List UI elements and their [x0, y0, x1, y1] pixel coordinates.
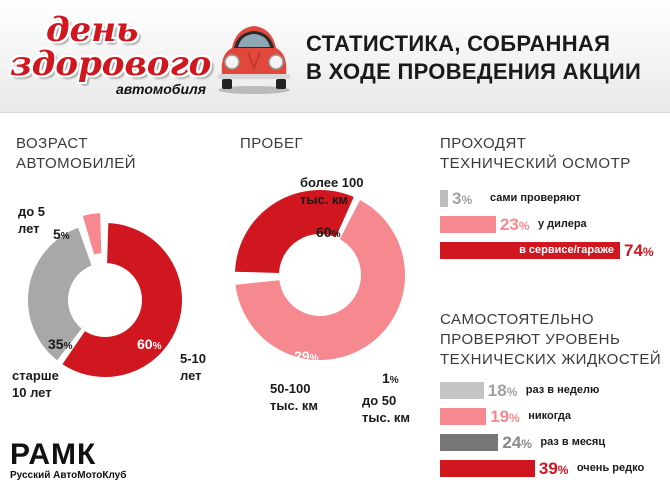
age-pct-5-10: 60% [137, 336, 162, 352]
inspection-bar-value-2: 74% [624, 241, 654, 260]
fluids-bar-label-3: очень редко [576, 462, 645, 474]
fluids-bar-0 [440, 382, 484, 399]
brand-subtitle: Русский АвтоМотоКлуб [10, 470, 127, 481]
age-label-5-10: 5-10 лет [180, 351, 207, 383]
age-title-line-2: АВТОМОБИЛЕЙ [16, 155, 137, 172]
inspection-bar-label-1: у дилера [537, 218, 587, 230]
mileage-pct-over-100: 60% [316, 224, 341, 240]
age-pct-under-5: 5% [53, 226, 70, 242]
inspection-bar-0 [440, 190, 448, 207]
header: день здорового автомобиля СТАТИСТИКА, СО… [0, 0, 670, 113]
fluids-bar-label-2: раз в месяц [540, 436, 606, 448]
mileage-label-over-100: более 100 тыс. км [300, 175, 364, 207]
brand-name: РАМК [10, 438, 97, 471]
fluids-bar-value-1: 19% [490, 407, 520, 426]
age-title-line-1: ВОЗРАСТ [16, 135, 88, 152]
mileage-slice-0 [233, 197, 407, 362]
inspection-bar-label-2: в сервисе/гараже [519, 244, 614, 256]
mileage-slice-2 [233, 188, 357, 275]
fluids-bar-value-2: 24% [502, 433, 532, 452]
fluids-bar-value-3: 39% [538, 459, 569, 478]
ramk-logo: РАМК Русский АвтоМотоКлуб [10, 438, 127, 482]
age-chart-title: ВОЗРАСТ АВТОМОБИЛЕЙ [16, 134, 136, 174]
page-title: СТАТИСТИКА, СОБРАННАЯ В ХОДЕ ПРОВЕДЕНИЯ … [306, 30, 641, 86]
inspection-bar-label-0: сами проверяют [490, 192, 581, 204]
fluids-bar-label-0: раз в неделю [525, 384, 600, 396]
mileage-chart-title: ПРОБЕГ [240, 135, 304, 152]
mileage-slice-1 [221, 275, 270, 281]
age-pct-over-10: 35% [48, 336, 73, 352]
mileage-pct-under-50: 1% [382, 370, 399, 386]
fluids-bar-3 [440, 460, 535, 477]
logo-line-2: здорового [10, 44, 212, 84]
logo-line-1: день [46, 10, 139, 50]
fluids-bar-value-0: 18% [487, 381, 518, 400]
mileage-label-under-50: до 50 тыс. км [362, 393, 411, 425]
inspection-chart-title: ПРОХОДЯТ ТЕХНИЧЕСКИЙ ОСМОТР [440, 135, 631, 172]
fluids-chart-title: САМОСТОЯТЕЛЬНО ПРОВЕРЯЮТ УРОВЕНЬ ТЕХНИЧЕ… [440, 311, 662, 368]
mileage-label-50-100: 50-100 тыс. км [270, 381, 319, 413]
title-line-2: В ХОДЕ ПРОВЕДЕНИЯ АКЦИИ [306, 59, 642, 84]
age-label-over-10: старше 10 лет [12, 368, 59, 400]
inspection-bar-2 [440, 242, 620, 259]
age-label-under-5: до 5 лет [18, 204, 46, 236]
fluids-bar-2 [440, 434, 499, 451]
age-slice-0 [59, 221, 184, 379]
title-line-1: СТАТИСТИКА, СОБРАННАЯ [306, 31, 611, 56]
inspection-bar-1 [440, 216, 496, 233]
inspection-bar-value-1: 23% [499, 215, 530, 234]
inspection-bar-value-0: 3% [452, 189, 473, 208]
age-slice-2 [80, 211, 104, 257]
mileage-pct-50-100: 29% [294, 348, 319, 364]
fluids-bar-label-1: никогда [528, 410, 571, 422]
logo-line-3: автомобиля [116, 81, 206, 97]
car-illustration [218, 26, 290, 94]
event-logo: день здорового автомобиля [6, 6, 216, 106]
fluids-bar-1 [440, 408, 487, 425]
age-slice-1 [26, 225, 95, 364]
